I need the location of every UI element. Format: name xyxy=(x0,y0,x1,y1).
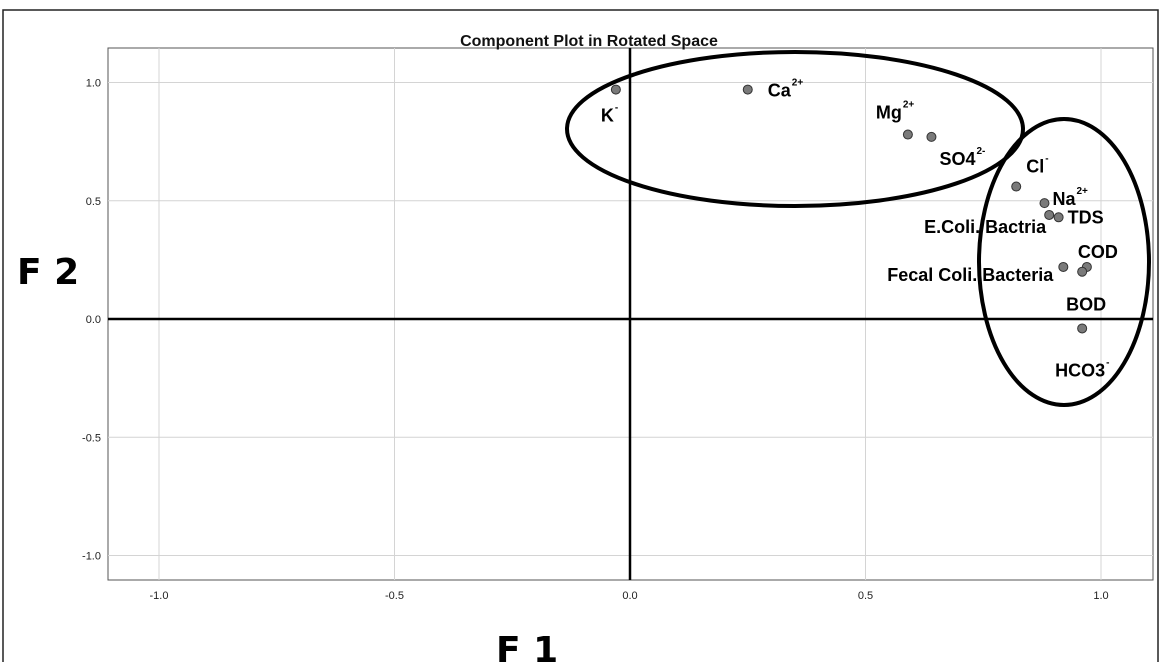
tick-labels: -1.0 -0.5 0.0 0.5 1.0 1.0 0.5 0.0 -0.5 -1.0 xyxy=(82,78,1109,603)
x-axis-title: F 1 xyxy=(496,630,558,662)
y-tick-label: 0.5 xyxy=(86,196,101,208)
y-tick-label: 0.0 xyxy=(86,314,101,326)
x-tick-label: 1.0 xyxy=(1093,590,1108,602)
figure-frame xyxy=(2,9,1159,662)
cluster-ellipses xyxy=(565,50,1151,407)
label-superscript: - xyxy=(1045,154,1048,165)
point-so4 xyxy=(926,131,937,142)
label-ca: Ca xyxy=(768,81,792,101)
chart-title: Component Plot in Rotated Space xyxy=(460,33,718,50)
label-fecal-coli-bacteria: Fecal Coli. Bacteria xyxy=(887,265,1054,285)
y-axis-title: F 2 xyxy=(17,252,79,293)
label-hco3: HCO3 xyxy=(1055,360,1105,380)
point-ca xyxy=(742,84,753,95)
label-mg: Mg xyxy=(876,103,902,123)
cluster-ellipse-cations xyxy=(565,50,1025,208)
label-superscript: 2+ xyxy=(1076,186,1088,197)
x-tick-label: -0.5 xyxy=(385,590,404,602)
point-labels: K -Ca 2+Mg 2+SO4 2-Cl -Na 2+E.Coli. Bactria TDS… xyxy=(601,78,1118,381)
label-cl: Cl xyxy=(1026,157,1044,177)
point-cl xyxy=(1011,181,1022,192)
point-mg xyxy=(902,129,913,140)
cluster-ellipse-pollution xyxy=(977,117,1151,407)
x-tick-label: -1.0 xyxy=(150,590,169,602)
x-tick-label: 0.0 xyxy=(622,590,637,602)
y-tick-label: -0.5 xyxy=(82,432,101,444)
point-na xyxy=(1039,198,1050,209)
point-hco3 xyxy=(1077,323,1088,334)
label-superscript: 2+ xyxy=(903,100,915,111)
label-bod: BOD xyxy=(1066,295,1106,315)
label-tds: TDS xyxy=(1068,207,1104,227)
y-tick-label: -1.0 xyxy=(82,551,101,563)
data-points xyxy=(610,84,1092,334)
label-so4: SO4 xyxy=(939,149,975,169)
label-na: Na xyxy=(1052,189,1076,209)
label-superscript: 2+ xyxy=(792,78,804,89)
point-tds xyxy=(1053,212,1064,223)
x-tick-label: 0.5 xyxy=(858,590,873,602)
label-superscript: - xyxy=(615,103,618,114)
label-k: K xyxy=(601,106,614,126)
label-cod: COD xyxy=(1078,242,1118,262)
label-superscript: - xyxy=(1106,357,1109,368)
point-fecal-coli-bacteria xyxy=(1058,261,1069,272)
point-k xyxy=(610,84,621,95)
point-bod xyxy=(1077,266,1088,277)
y-tick-label: 1.0 xyxy=(86,78,101,90)
label-e-coli-bactria: E.Coli. Bactria xyxy=(924,217,1047,237)
point-e-coli-bactria xyxy=(1044,209,1055,220)
label-superscript: 2- xyxy=(976,146,985,157)
